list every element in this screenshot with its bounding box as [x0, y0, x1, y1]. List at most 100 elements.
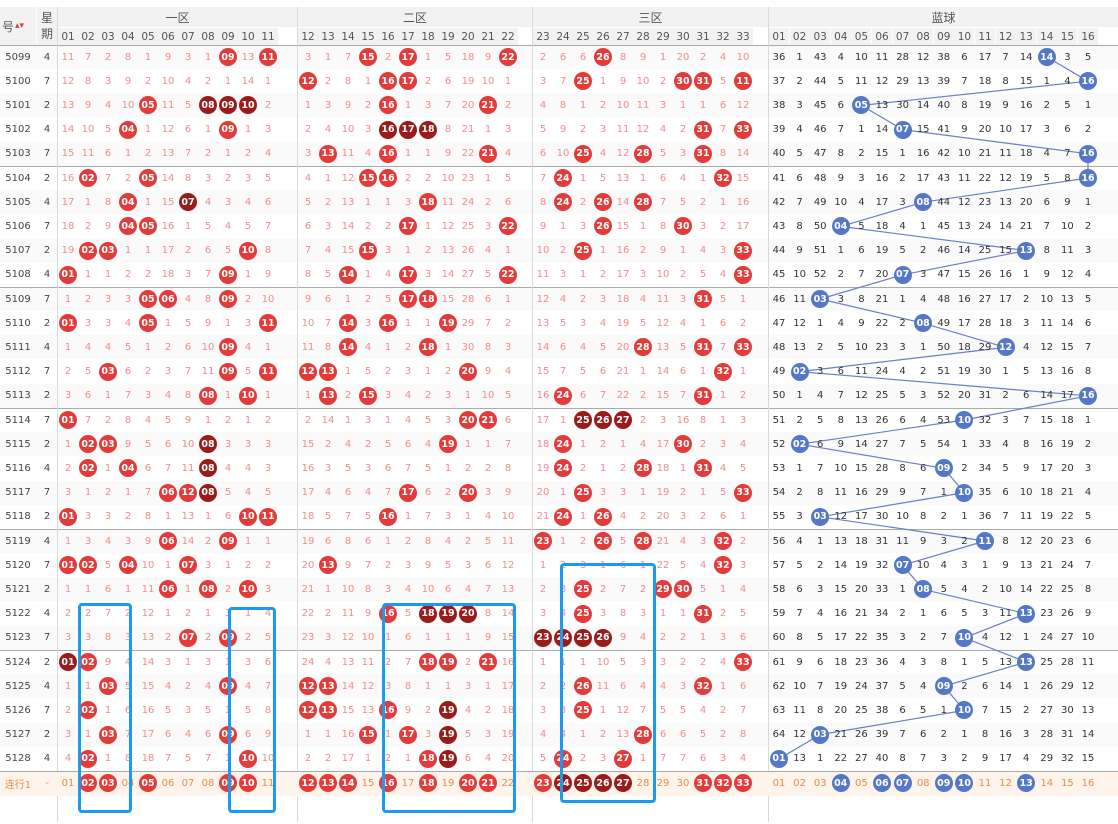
ball-number: 20: [459, 411, 477, 429]
blue-ball: 09: [934, 456, 954, 480]
miss-count: 13: [793, 753, 806, 765]
miss-count: 13: [1019, 559, 1033, 571]
blue-ball: 03: [810, 723, 830, 747]
miss-count: 9: [264, 729, 272, 741]
red-ball: 24: [553, 505, 573, 529]
miss-count: 2: [184, 680, 192, 692]
ball-number: 20: [459, 362, 477, 381]
miss-count: 11: [161, 99, 175, 111]
miss-count: 3: [464, 559, 472, 571]
miss-count: 3: [940, 753, 947, 765]
miss-count: 3: [899, 196, 906, 208]
miss-count: 7: [539, 172, 547, 184]
miss-count: 1: [204, 51, 212, 63]
miss-count: 3: [244, 438, 252, 450]
miss-count: 3: [104, 317, 112, 329]
ball-number: 02: [79, 653, 97, 671]
miss-count: 5: [699, 583, 707, 595]
ball-number: 30: [674, 217, 692, 236]
red-ball: 24: [553, 190, 573, 214]
highlight-box-09-10: [228, 607, 276, 813]
miss-count: 15: [656, 390, 670, 402]
miss-count: 8: [559, 99, 567, 111]
miss-count: 1: [124, 487, 132, 499]
miss-count: 2: [84, 293, 92, 305]
miss-count: 2: [796, 414, 803, 426]
miss-count: 2: [719, 729, 727, 741]
miss-count: 11: [1061, 245, 1074, 257]
ball-number: 10: [955, 774, 974, 792]
miss-count: 1: [920, 341, 927, 353]
miss-count: 1: [364, 196, 372, 208]
miss-count: 3: [719, 753, 727, 765]
miss-count: 2: [144, 269, 152, 281]
footer-red-ball: 33: [733, 771, 753, 795]
miss-count: 3: [659, 414, 667, 426]
miss-count: 3: [659, 656, 667, 668]
miss-count: 9: [104, 220, 112, 232]
miss-count: 14: [241, 75, 255, 87]
miss-count: 4: [164, 680, 172, 692]
miss-count: 59: [772, 608, 786, 620]
draw-number: 5120: [5, 559, 31, 571]
ball-number: 01: [59, 556, 77, 575]
miss-count: 1: [639, 220, 647, 232]
miss-count: 2: [244, 559, 252, 571]
miss-count: 1: [579, 438, 587, 450]
miss-count: 47: [772, 317, 786, 329]
ball-number: 26: [594, 507, 612, 526]
miss-count: 6: [899, 704, 906, 716]
miss-count: 9: [484, 51, 492, 63]
red-ball: 09: [218, 529, 238, 553]
ball-number: 18: [419, 749, 437, 768]
ball-number: 13: [319, 677, 337, 696]
miss-count: 1: [559, 487, 567, 499]
miss-count: 11: [341, 608, 355, 620]
ball-number: 24: [554, 169, 572, 187]
red-number-header: 31: [693, 28, 713, 45]
miss-count: 4: [599, 148, 607, 160]
miss-count: 2: [244, 148, 252, 160]
ball-number: 13: [1017, 774, 1036, 792]
red-number-header: 23: [533, 28, 553, 45]
miss-count: 12: [361, 680, 375, 692]
footer-red-ball: 12: [298, 771, 318, 795]
miss-count: 13: [616, 729, 630, 741]
miss-count: 4: [504, 366, 512, 378]
miss-count: 11: [834, 487, 848, 499]
miss-count: 63: [772, 704, 786, 716]
blue-zone-label: 蓝球: [931, 10, 956, 25]
miss-count: 2: [739, 317, 747, 329]
miss-count: 6: [659, 172, 667, 184]
red-ball: 23: [533, 626, 553, 650]
miss-count: 1: [961, 511, 968, 523]
miss-count: 1: [1023, 632, 1030, 644]
miss-count: 13: [181, 511, 195, 523]
miss-count: 17: [616, 269, 630, 281]
miss-count: 4: [364, 148, 372, 160]
red-ball: 18: [418, 747, 438, 771]
miss-count: 8: [739, 729, 747, 741]
miss-count: 5: [1084, 293, 1092, 305]
zone-divider: [297, 7, 298, 822]
miss-count: 7: [1023, 414, 1030, 426]
miss-count: 28: [978, 317, 992, 329]
column-header-no[interactable]: 号 ▴▾: [0, 7, 36, 45]
miss-count: 15: [501, 632, 515, 644]
miss-count: 27: [1061, 632, 1074, 644]
weekday: 7: [43, 559, 51, 571]
miss-count: 3: [699, 220, 707, 232]
red-ball: 32: [713, 553, 733, 577]
ball-number: 21: [479, 653, 497, 671]
miss-count: 2: [304, 414, 312, 426]
miss-count: 12: [855, 390, 868, 402]
miss-count: 11: [855, 366, 868, 378]
red-ball: 23: [533, 529, 553, 553]
red-ball: 05: [138, 166, 158, 190]
miss-count: 9: [204, 317, 212, 329]
miss-count: 1: [858, 124, 865, 136]
miss-count: 1: [204, 414, 212, 426]
miss-count: 3: [324, 632, 332, 644]
miss-count: 7: [679, 390, 687, 402]
red-ball: 33: [733, 335, 753, 359]
